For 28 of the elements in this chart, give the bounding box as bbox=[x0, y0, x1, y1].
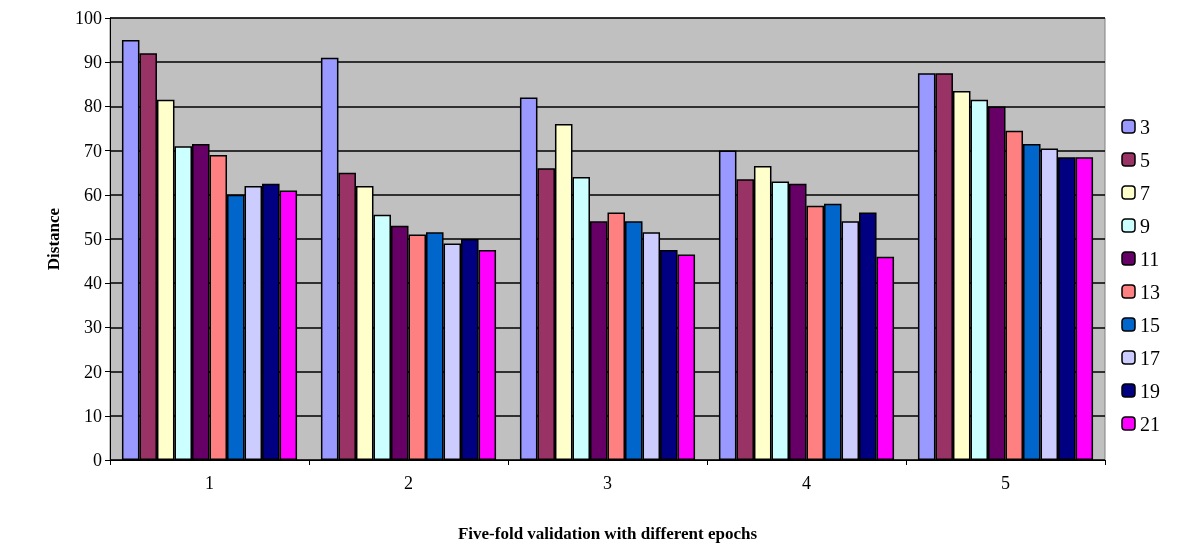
x-tick-label: 4 bbox=[802, 473, 811, 493]
x-axis-title: Five-fold validation with different epochs bbox=[457, 524, 758, 543]
y-axis-title: Distance bbox=[44, 207, 63, 271]
x-tick-label: 5 bbox=[1001, 473, 1010, 493]
y-tick-label: 100 bbox=[75, 8, 102, 28]
y-tick-label: 80 bbox=[84, 96, 102, 117]
y-tick-label: 90 bbox=[84, 52, 102, 73]
y-tick-label: 40 bbox=[84, 273, 102, 294]
y-tick-label: 0 bbox=[93, 450, 102, 470]
y-tick-label: 60 bbox=[84, 184, 102, 205]
legend-label: 9 bbox=[1140, 214, 1150, 237]
legend-label: 7 bbox=[1140, 181, 1150, 204]
legend-label: 5 bbox=[1140, 148, 1150, 171]
legend-label: 19 bbox=[1140, 379, 1160, 402]
x-tick-label: 3 bbox=[603, 473, 612, 493]
legend-label: 17 bbox=[1140, 346, 1160, 369]
legend-label: 21 bbox=[1140, 412, 1160, 435]
y-tick-label: 70 bbox=[84, 140, 102, 161]
y-tick-label: 30 bbox=[84, 317, 102, 338]
x-tick-label: 1 bbox=[205, 473, 214, 493]
y-tick-label: 20 bbox=[84, 361, 102, 382]
legend-label: 3 bbox=[1140, 115, 1150, 138]
legend-label: 11 bbox=[1140, 247, 1160, 270]
y-tick-label: 10 bbox=[84, 405, 102, 426]
legend-label: 15 bbox=[1140, 313, 1160, 336]
x-tick-label: 2 bbox=[404, 473, 413, 493]
y-tick-label: 50 bbox=[84, 229, 102, 249]
legend-label: 13 bbox=[1140, 280, 1160, 303]
